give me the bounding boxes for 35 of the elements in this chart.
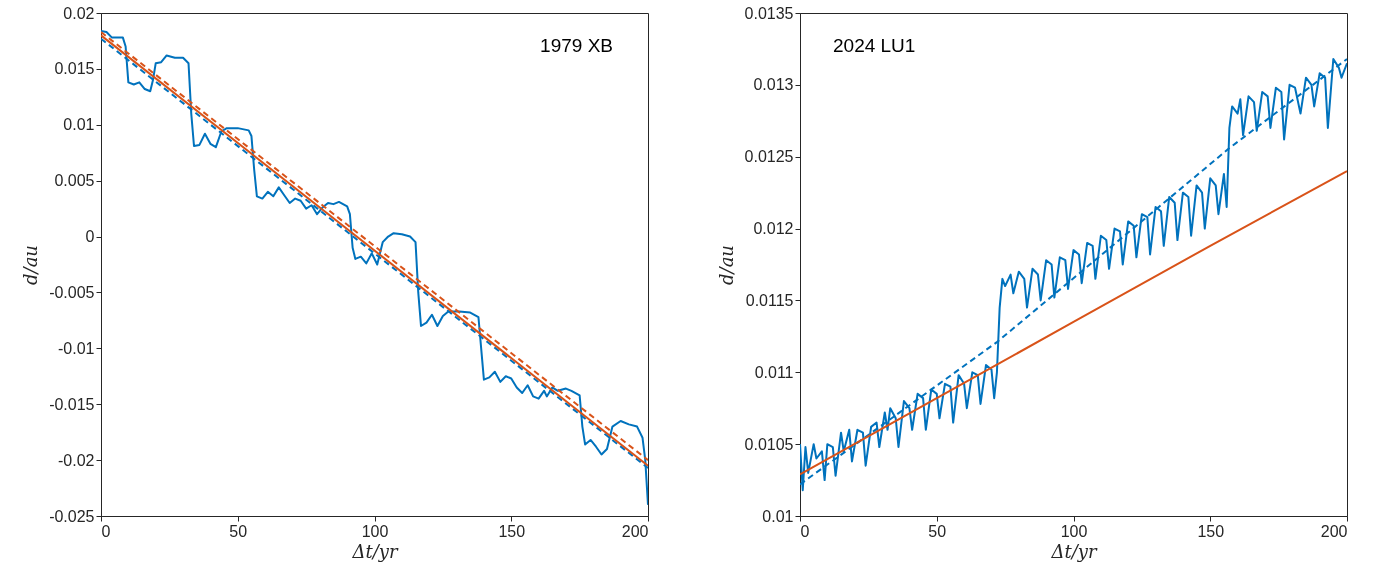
x-tick-label: 0	[800, 522, 810, 540]
y-tick-label: 0.0125	[744, 148, 794, 166]
y-tick-label: 0.0105	[744, 435, 794, 453]
x-tick-label: 150	[498, 522, 526, 540]
y-tick-label: -0.01	[58, 339, 95, 357]
y-tick-label: 0.02	[63, 4, 95, 22]
x-tick-label: 50	[928, 522, 947, 540]
annotation: 2024 LU1	[833, 35, 916, 56]
y-tick-label: -0.02	[58, 451, 95, 469]
y-axis-title: d/au	[715, 245, 737, 285]
x-tick-label: 200	[1320, 522, 1348, 540]
y-tick-label: 0.012	[753, 220, 794, 238]
x-tick-label: 200	[621, 522, 649, 540]
y-tick-label: -0.005	[49, 283, 95, 301]
x-tick-label: 50	[229, 522, 248, 540]
y-tick-label: 0.01	[762, 507, 794, 525]
y-tick-label: 0.005	[54, 172, 95, 190]
y-tick-label: 0.0135	[744, 4, 794, 22]
line-series	[800, 170, 1347, 476]
y-tick-label: 0.0115	[745, 291, 794, 309]
y-tick-label: -0.015	[49, 395, 95, 413]
y-tick-label: 0.015	[54, 60, 95, 78]
x-axis-title: Δt/yr	[351, 540, 399, 562]
annotation: 1979 XB	[540, 35, 613, 56]
x-tick-label: 0	[101, 522, 111, 540]
y-tick-label: 0.011	[754, 363, 794, 381]
y-tick-label: 0.013	[753, 76, 794, 94]
y-axis-title: d/au	[20, 245, 42, 285]
x-tick-label: 100	[361, 522, 389, 540]
x-tick-label: 150	[1197, 522, 1225, 540]
y-tick-label: 0	[85, 228, 95, 246]
x-axis-title: Δt/yr	[1050, 540, 1098, 562]
y-tick-label: 0.01	[63, 116, 95, 134]
x-tick-label: 100	[1060, 522, 1088, 540]
y-tick-label: -0.025	[49, 507, 95, 525]
